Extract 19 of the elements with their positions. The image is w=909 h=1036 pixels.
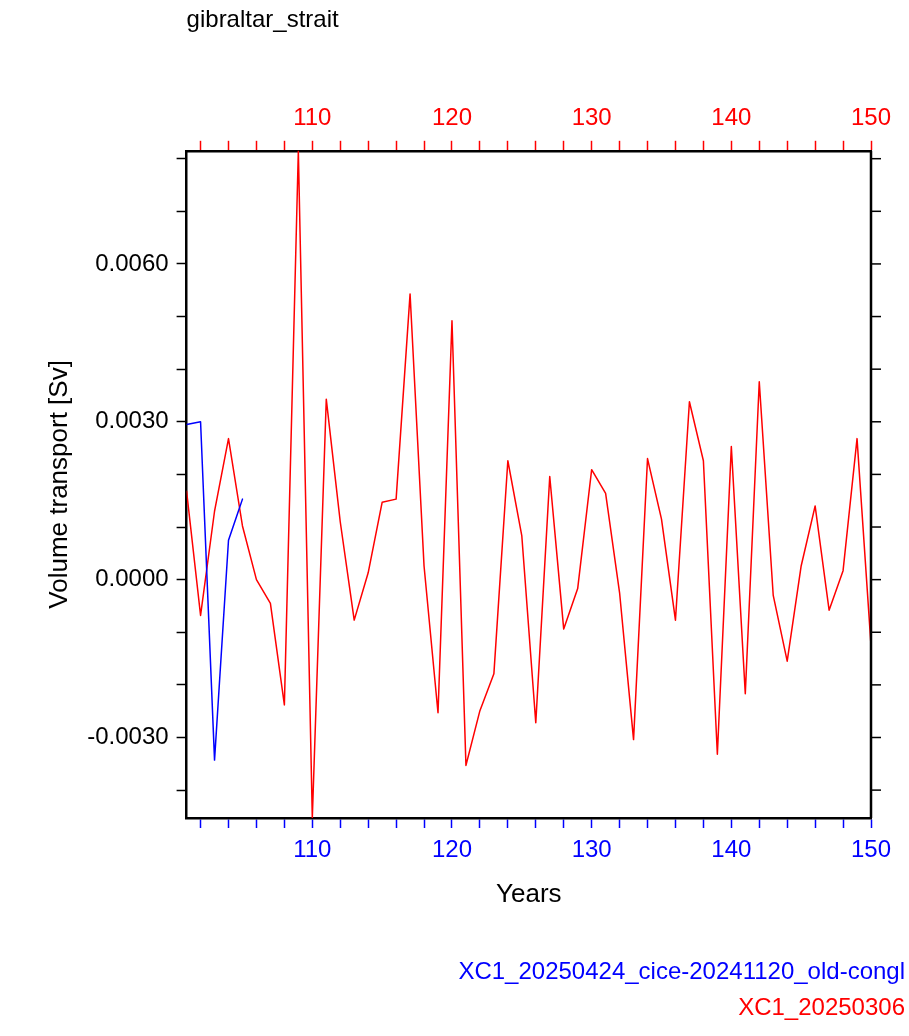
y-axis-title: Volume transport [Sv] [42, 360, 73, 609]
x-tick-label: 120 [431, 835, 472, 863]
text: XC1_20250306 [738, 992, 905, 1020]
y-tick-label: 0.0000 [95, 564, 169, 592]
y-tick-label: 0.0030 [95, 406, 169, 434]
x-tick-label: 150 [850, 835, 892, 863]
x2-tick-label: 150 [850, 103, 892, 131]
x-tick-label: 110 [293, 835, 332, 863]
y-tick-label: 0.0060 [95, 248, 169, 276]
y-tick-label: -0.0030 [87, 722, 169, 750]
x-axis-title: Years [496, 877, 562, 908]
chart-title: gibraltar_strait [186, 4, 339, 32]
x2-tick-label: 140 [711, 103, 752, 131]
x2-tick-label: 110 [293, 103, 332, 131]
x-tick-label: 130 [571, 835, 612, 863]
x2-tick-label: 120 [431, 103, 472, 131]
x-tick-label: 140 [711, 835, 752, 863]
x2-tick-label: 130 [571, 103, 612, 131]
text: XC1_20250424_cice-20241120_old-congl [458, 956, 905, 984]
